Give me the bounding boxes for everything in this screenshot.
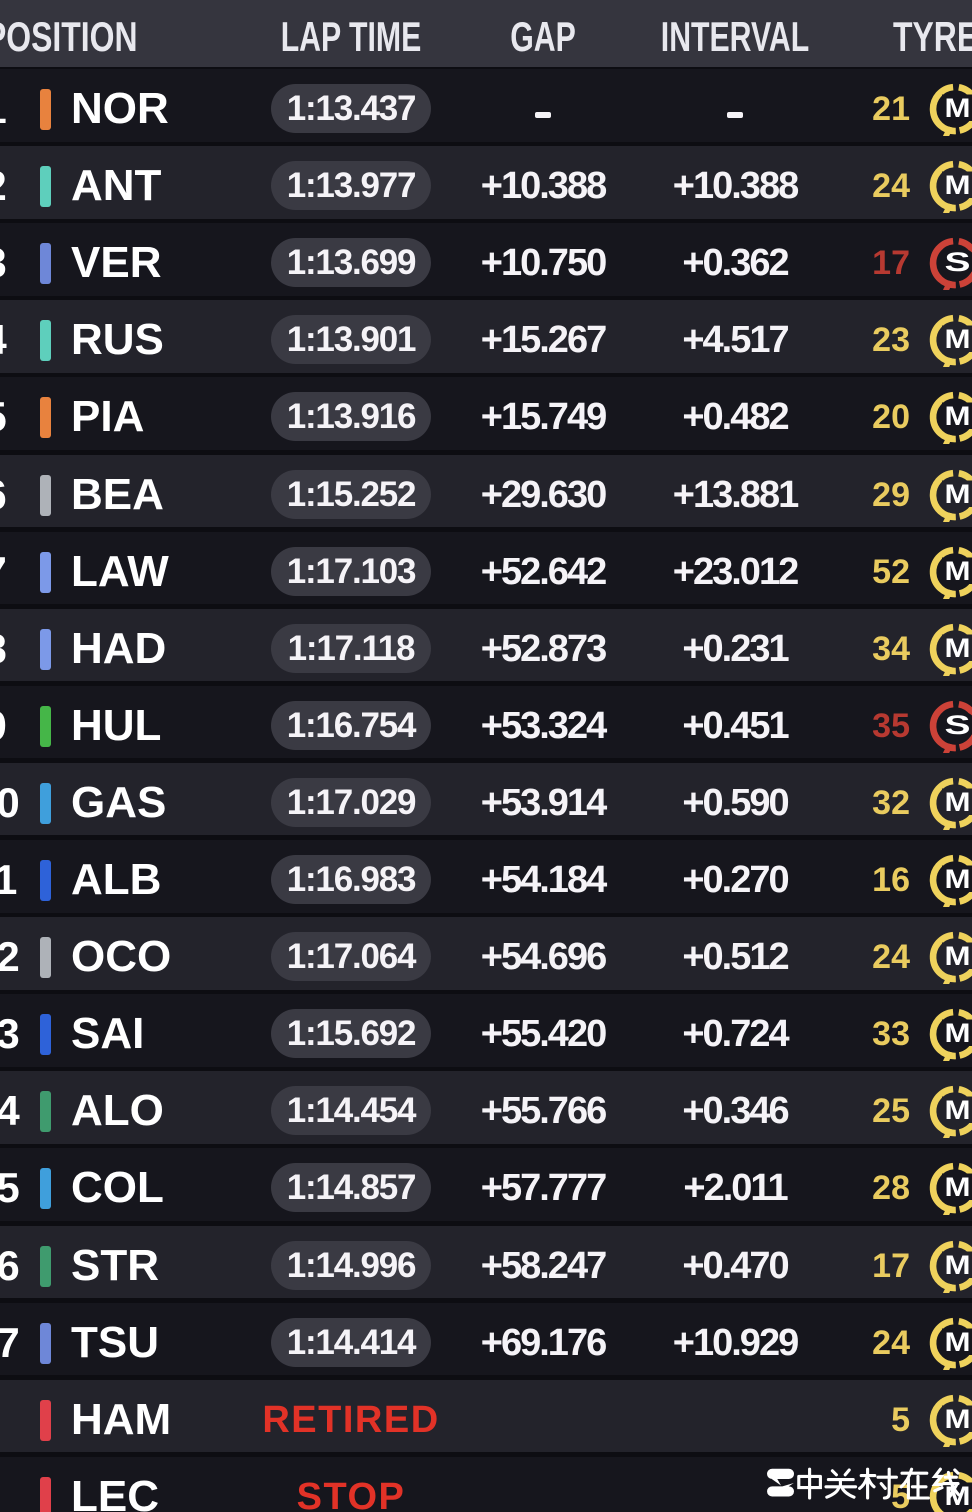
svg-text:S: S (945, 247, 971, 277)
svg-text:M: M (945, 556, 971, 586)
svg-text:M: M (945, 479, 971, 509)
svg-text:M: M (945, 1250, 971, 1280)
svg-text:M: M (945, 1018, 971, 1048)
svg-text:M: M (945, 1095, 971, 1125)
svg-text:M: M (945, 787, 971, 817)
svg-text:M: M (945, 633, 971, 663)
svg-text:M: M (945, 1172, 971, 1202)
svg-text:M: M (945, 941, 971, 971)
svg-text:M: M (945, 170, 971, 200)
svg-text:M: M (945, 324, 971, 354)
svg-text:M: M (945, 1404, 971, 1434)
svg-text:M: M (945, 1327, 971, 1357)
svg-text:M: M (945, 864, 971, 894)
svg-text:M: M (945, 401, 971, 431)
svg-text:M: M (945, 93, 971, 123)
svg-text:S: S (945, 710, 971, 740)
